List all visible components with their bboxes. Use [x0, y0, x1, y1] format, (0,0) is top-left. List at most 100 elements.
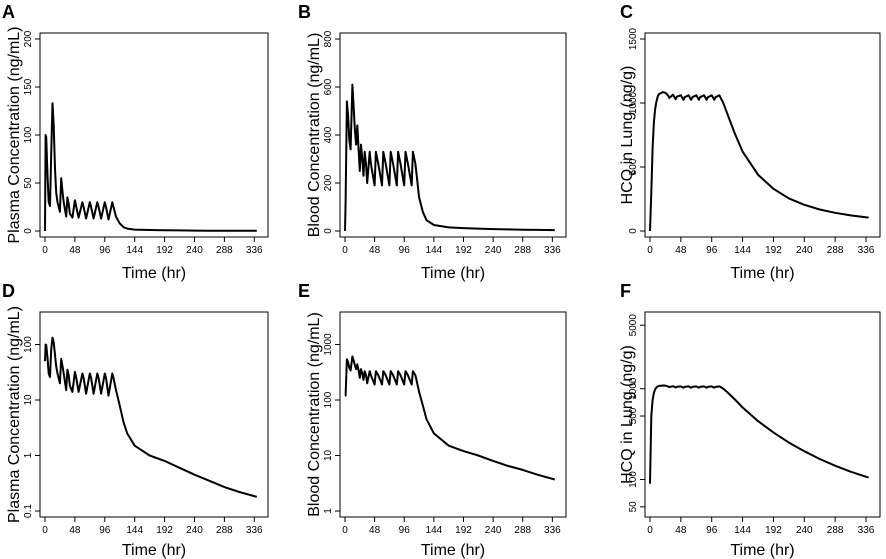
x-axis-title: Time (hr) — [730, 265, 794, 282]
y-axis-title: Blood Concentration (ng/mL) — [306, 312, 323, 517]
plot-frame — [339, 32, 567, 238]
x-tick-label: 48 — [69, 245, 81, 256]
y-tick-label: 400 — [323, 126, 334, 143]
y-tick-label: 0 — [23, 228, 34, 234]
x-tick-label: 240 — [796, 525, 813, 536]
x-tick-label: 0 — [647, 245, 653, 256]
y-tick-label: 600 — [323, 78, 334, 95]
x-tick-label: 336 — [544, 245, 561, 256]
x-tick-label: 96 — [99, 525, 111, 536]
y-tick-label: 1000 — [628, 377, 639, 400]
x-tick-label: 336 — [858, 245, 875, 256]
series-line-d — [44, 336, 258, 498]
x-tick-label: 288 — [827, 245, 844, 256]
plot-frame — [39, 311, 269, 518]
y-tick-label: 100 — [23, 126, 34, 143]
series-line-a — [44, 102, 257, 232]
y-tick-label: 500 — [628, 407, 639, 424]
y-tick-label: 800 — [323, 30, 334, 47]
series-line-e — [344, 355, 556, 481]
x-tick-label: 336 — [544, 525, 561, 536]
y-tick-label: 100 — [323, 391, 334, 408]
x-tick-label: 192 — [455, 525, 472, 536]
series-line-f — [649, 384, 869, 484]
panel-b: 0 48 96 144 192 240 288 336 0 200 400 600 800 B Time (… — [298, 2, 567, 282]
x-tick-label: 0 — [342, 245, 348, 256]
panel-e: 0 48 96 144 192 240 288 336 1 10 100 1000 E Time (hr)… — [298, 281, 567, 559]
x-tick-label: 48 — [675, 245, 687, 256]
y-tick-label: 10 — [323, 449, 334, 461]
x-axis-title: Time (hr) — [421, 542, 485, 559]
y-tick-label: 100 — [628, 471, 639, 488]
y-axis-title: Blood Concentration (ng/mL) — [306, 33, 323, 238]
y-tick-label: 200 — [23, 30, 34, 47]
x-tick-label: 288 — [514, 525, 531, 536]
x-tick-label: 288 — [216, 525, 233, 536]
x-tick-label: 96 — [399, 245, 411, 256]
x-axis-title: Time (hr) — [730, 542, 794, 559]
series-line-b — [344, 83, 555, 232]
panel-f: 0 48 96 144 192 240 288 336 50 100 500 1000 5000 F Tim… — [619, 281, 881, 559]
x-tick-label: 288 — [514, 245, 531, 256]
y-tick-label: 0.1 — [23, 504, 34, 518]
y-tick-label: 1000 — [628, 91, 639, 114]
y-tick-label: 0 — [323, 228, 334, 234]
y-tick-label: 1500 — [628, 27, 639, 50]
panel-letter-a: A — [2, 2, 15, 22]
y-tick-label: 0 — [628, 228, 639, 234]
x-tick-label: 288 — [827, 525, 844, 536]
x-tick-label: 336 — [246, 525, 263, 536]
panel-c: 0 48 96 144 192 240 288 336 0 500 1000 1500 C Time (h… — [619, 2, 881, 282]
x-tick-label: 0 — [42, 525, 48, 536]
y-tick-label: 50 — [628, 501, 639, 513]
x-tick-label: 48 — [675, 525, 687, 536]
panel-letter-e: E — [298, 281, 310, 301]
x-tick-label: 144 — [426, 525, 443, 536]
x-tick-label: 144 — [734, 245, 751, 256]
x-tick-label: 192 — [156, 245, 173, 256]
x-tick-label: 192 — [765, 245, 782, 256]
x-tick-label: 48 — [69, 525, 81, 536]
x-tick-label: 0 — [647, 525, 653, 536]
plot-frame — [339, 311, 567, 518]
x-tick-label: 240 — [186, 245, 203, 256]
y-axis-title: HCQ in Lung (ng/g) — [619, 66, 636, 205]
y-tick-label: 1000 — [323, 333, 334, 356]
y-axis-title: Plasma Concentration (ng/mL) — [6, 27, 23, 244]
panel-letter-b: B — [298, 2, 311, 22]
y-tick-label: 1 — [23, 452, 34, 458]
x-tick-label: 192 — [455, 245, 472, 256]
x-tick-label: 96 — [399, 525, 411, 536]
x-tick-label: 288 — [216, 245, 233, 256]
x-tick-label: 0 — [342, 525, 348, 536]
x-axis-title: Time (hr) — [421, 265, 485, 282]
x-tick-label: 192 — [156, 525, 173, 536]
x-tick-label: 240 — [796, 245, 813, 256]
y-tick-label: 1 — [323, 508, 334, 514]
plot-frame — [644, 32, 881, 238]
x-tick-label: 96 — [99, 245, 111, 256]
y-tick-label: 500 — [628, 158, 639, 175]
x-tick-label: 96 — [706, 245, 718, 256]
x-axis-title: Time (hr) — [122, 265, 186, 282]
y-tick-label: 150 — [23, 78, 34, 95]
x-tick-label: 144 — [126, 525, 143, 536]
x-tick-label: 96 — [706, 525, 718, 536]
y-tick-label: 200 — [323, 174, 334, 191]
x-tick-label: 144 — [426, 245, 443, 256]
x-axis-title: Time (hr) — [122, 542, 186, 559]
x-tick-label: 144 — [126, 245, 143, 256]
series-line-c — [649, 91, 869, 232]
x-tick-label: 48 — [369, 245, 381, 256]
panel-letter-f: F — [620, 281, 631, 301]
x-tick-label: 336 — [246, 245, 263, 256]
plot-frame — [644, 311, 881, 518]
y-tick-label: 10 — [23, 394, 34, 406]
y-axis-title: HCQ in Lung (ng/g) — [619, 345, 636, 484]
x-tick-label: 48 — [369, 525, 381, 536]
panel-letter-c: C — [620, 2, 633, 22]
y-axis-title: Plasma Concentration (ng/mL) — [6, 306, 23, 523]
x-tick-label: 0 — [42, 245, 48, 256]
x-tick-label: 240 — [485, 245, 502, 256]
